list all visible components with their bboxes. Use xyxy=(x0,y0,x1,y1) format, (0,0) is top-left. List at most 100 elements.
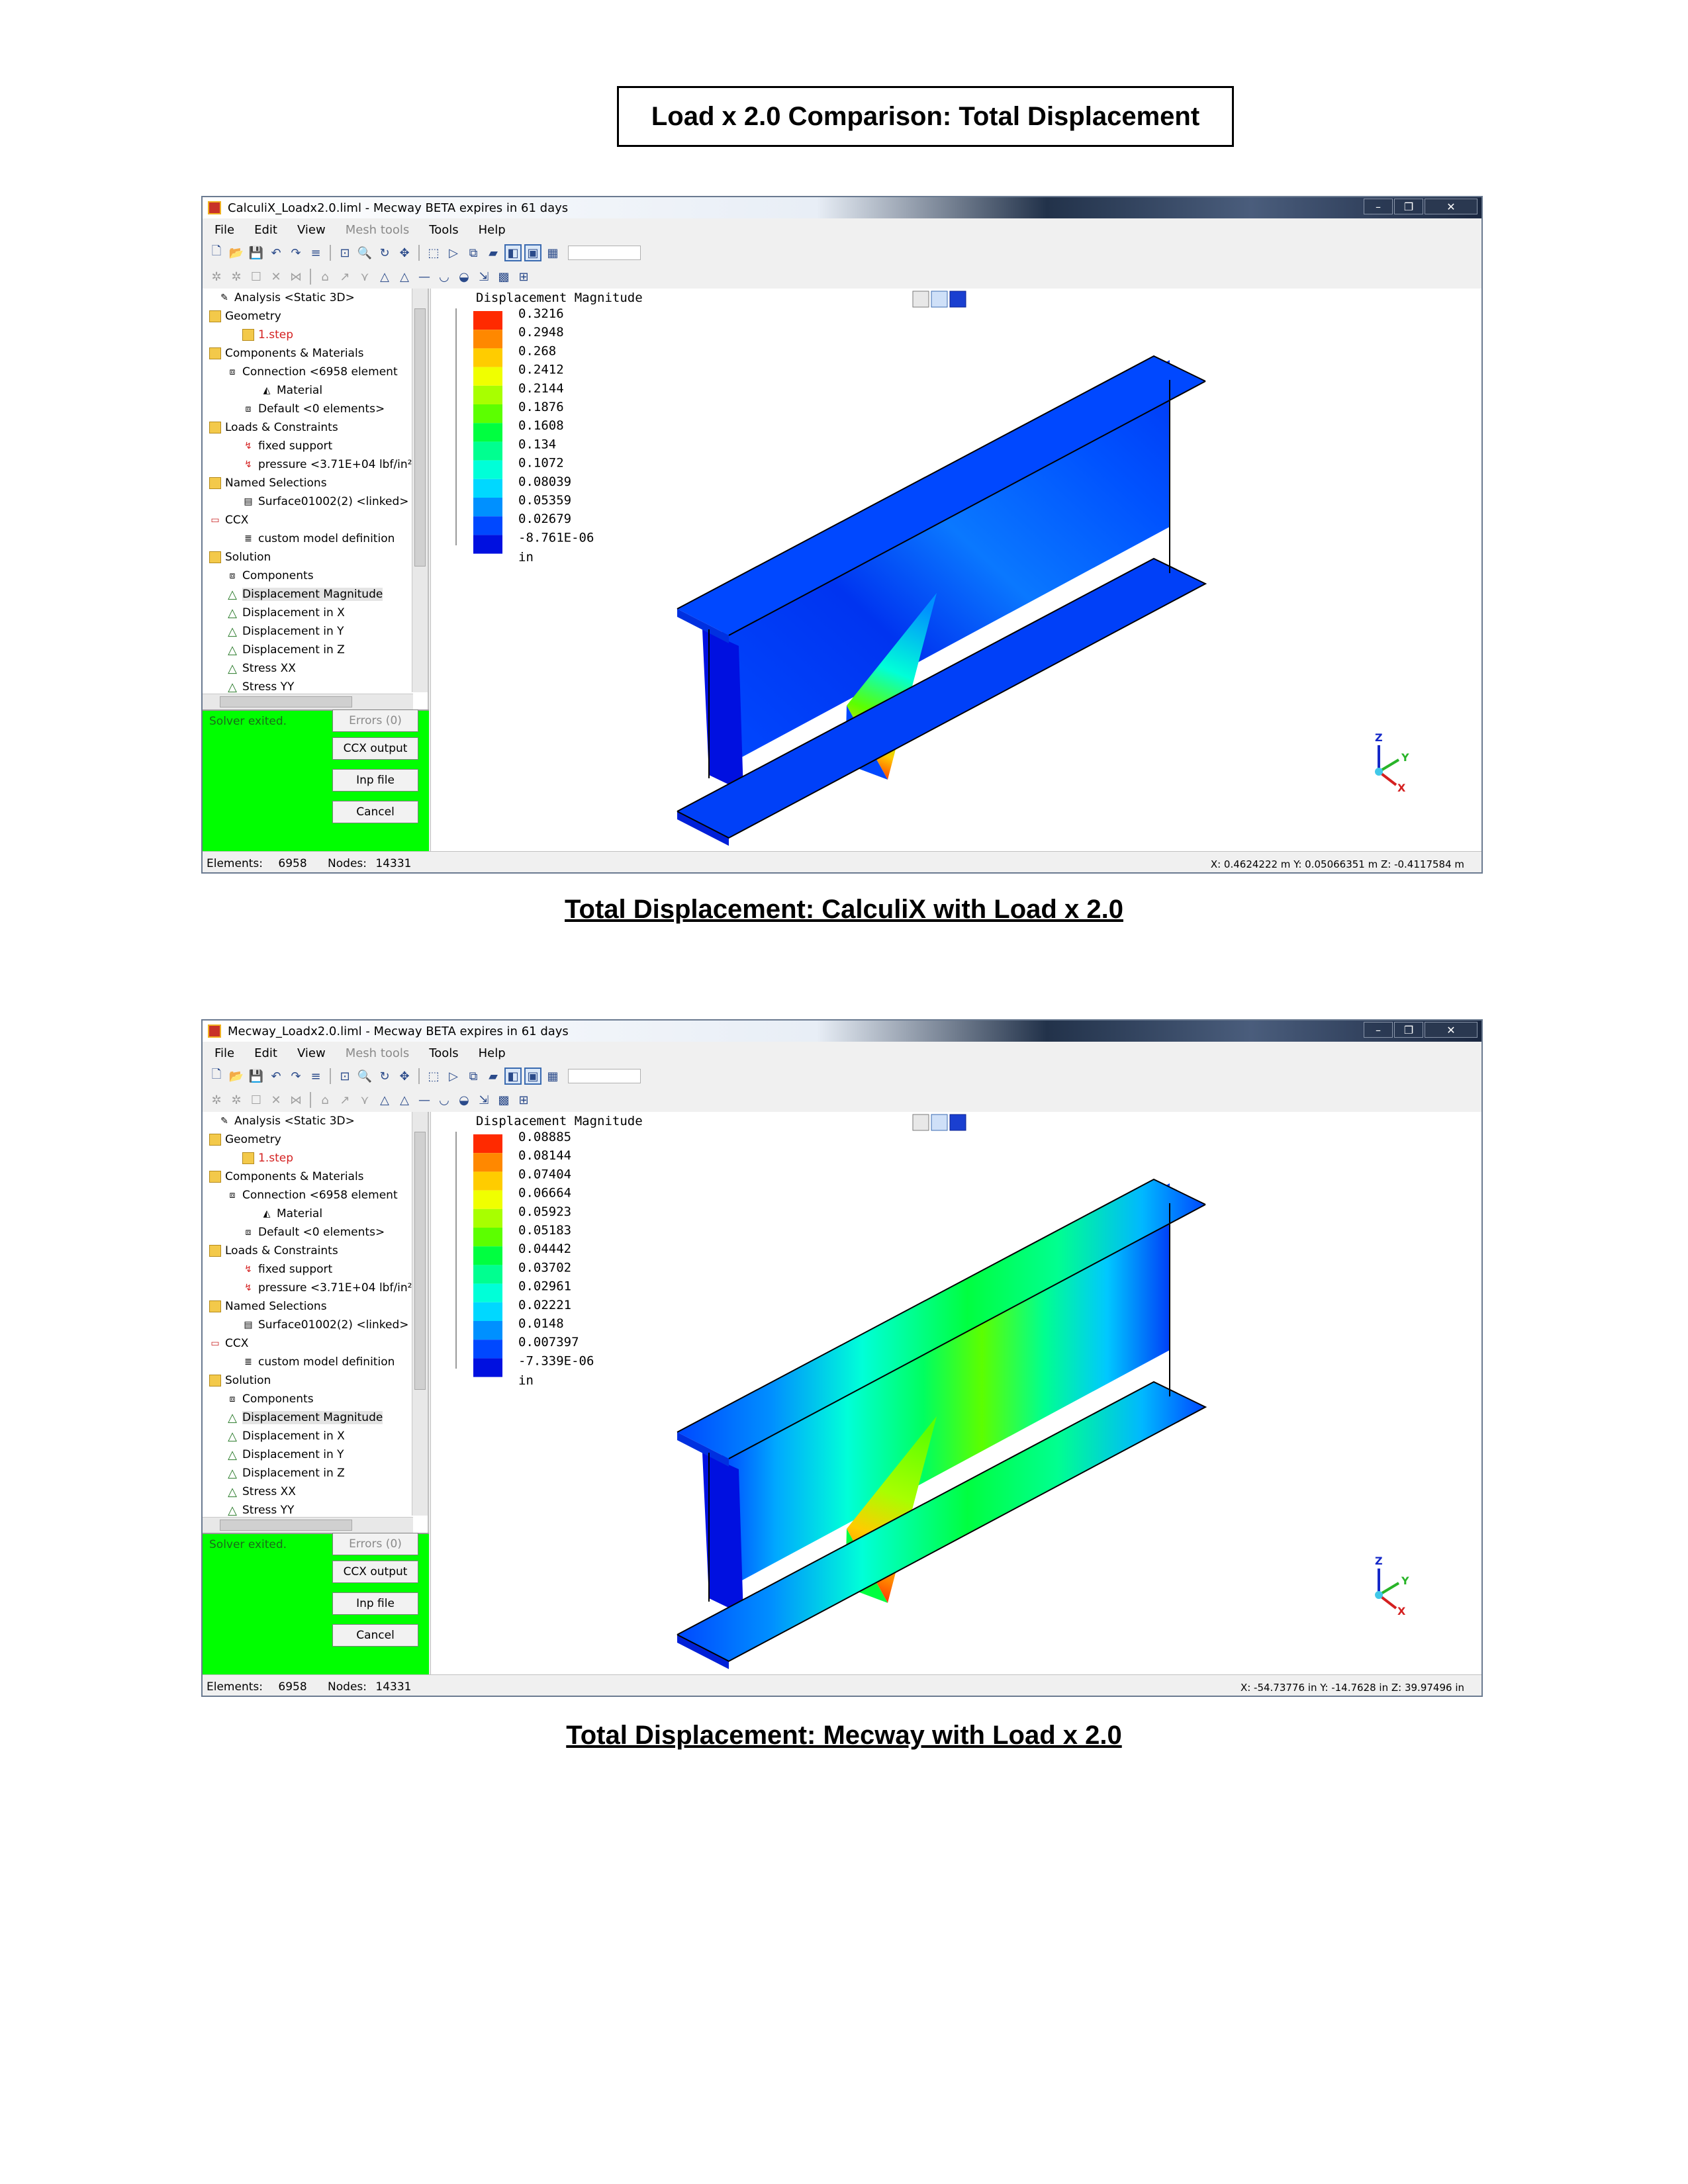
zoom-box-icon[interactable]: ⊡ xyxy=(340,246,350,260)
errors-button[interactable]: Errors (0) xyxy=(332,709,418,732)
tree-horizontal-scrollbar[interactable] xyxy=(203,694,413,709)
mesh-icon[interactable]: ▦ xyxy=(547,246,559,260)
rotate-icon[interactable]: ↻ xyxy=(379,246,390,260)
ccx-output-button[interactable]: CCX output xyxy=(332,737,418,760)
view-shaded-icon[interactable] xyxy=(931,1114,948,1131)
menu-tools[interactable]: Tools xyxy=(429,222,459,237)
zoom-box-icon[interactable]: ⊡ xyxy=(340,1069,350,1083)
tree-displacement-x[interactable]: Displacement in X xyxy=(226,1427,345,1445)
tree-default[interactable]: ⧈ Default <0 elements> xyxy=(242,1223,385,1242)
wire-view-icon[interactable]: ▣ xyxy=(524,244,541,261)
tree-ccx[interactable]: ▭ CCX xyxy=(209,511,248,529)
tree-step[interactable]: 1.step xyxy=(242,1149,293,1167)
cancel-button[interactable]: Cancel xyxy=(332,1624,418,1647)
tool-icon-1[interactable]: ✲ xyxy=(211,269,222,284)
menu-help[interactable]: Help xyxy=(478,222,506,237)
tree-vertical-scrollbar[interactable] xyxy=(412,1112,428,1516)
tool-icon-14[interactable]: ⇲ xyxy=(479,1093,489,1107)
zoom-icon[interactable]: 🔍 xyxy=(357,246,373,260)
tool-icon-13[interactable]: ◒ xyxy=(459,1093,469,1107)
maximize-button[interactable]: ❐ xyxy=(1394,199,1423,214)
tree-fixed-support[interactable]: ↯ fixed support xyxy=(242,437,332,455)
open-folder-icon[interactable]: 📂 xyxy=(228,1069,244,1083)
tree-displacement-x[interactable]: Displacement in X xyxy=(226,604,345,622)
tool-icon-11[interactable]: — xyxy=(418,269,430,284)
title-bar[interactable]: Mecway_Loadx2.0.liml - Mecway BETA expir… xyxy=(203,1021,1481,1042)
cancel-button[interactable]: Cancel xyxy=(332,801,418,823)
mesh-icon[interactable]: ▦ xyxy=(547,1069,559,1083)
view-cube-icon[interactable]: ⧉ xyxy=(469,246,478,260)
tree-surface[interactable]: ▤ Surface01002(2) <linked> xyxy=(242,1316,408,1334)
select-mode-icon[interactable]: ▷ xyxy=(449,246,458,260)
pan-icon[interactable]: ✥ xyxy=(399,1069,410,1083)
tree-displacement-magnitude[interactable]: Displacement Magnitude xyxy=(226,585,383,604)
tool-icon-6[interactable]: ⌂ xyxy=(321,1093,329,1107)
tree-custom-model[interactable]: ≣ custom model definition xyxy=(242,529,395,548)
inp-file-button[interactable]: Inp file xyxy=(332,1592,418,1615)
tree-stress-xx[interactable]: Stress XX xyxy=(226,1482,296,1501)
menu-tools[interactable]: Tools xyxy=(429,1046,459,1060)
tree-analysis[interactable]: ✎ Analysis <Static 3D> xyxy=(218,1112,355,1130)
tool-icon-4[interactable]: ✕ xyxy=(271,269,281,284)
tree-pressure[interactable]: ↯ pressure <3.71E+04 lbf/in² xyxy=(242,1279,412,1297)
rotate-icon[interactable]: ↻ xyxy=(379,1069,390,1083)
solve-icon[interactable]: ≡ xyxy=(310,1069,321,1083)
tree-geometry[interactable]: Geometry xyxy=(209,1130,281,1149)
tool-icon-3[interactable]: ☐ xyxy=(250,1093,262,1107)
tool-icon-13[interactable]: ◒ xyxy=(459,269,469,284)
maximize-button[interactable]: ❐ xyxy=(1394,1022,1423,1038)
tool-icon-9[interactable]: △ xyxy=(380,269,389,284)
tree-step[interactable]: 1.step xyxy=(242,326,293,344)
contour-icon[interactable]: ▩ xyxy=(498,1093,510,1107)
tool-icon-1[interactable]: ✲ xyxy=(211,1093,222,1107)
view-wire-icon[interactable] xyxy=(912,1114,929,1131)
tree-components-materials[interactable]: Components & Materials xyxy=(209,1167,364,1186)
tool-icon-9[interactable]: △ xyxy=(380,1093,389,1107)
tool-icon-5[interactable]: ⋈ xyxy=(290,269,302,284)
tree-connection[interactable]: ⧈ Connection <6958 element xyxy=(226,363,398,381)
view-solid-icon[interactable] xyxy=(949,291,966,308)
menu-edit[interactable]: Edit xyxy=(254,1046,277,1060)
table-icon[interactable]: ⊞ xyxy=(518,269,529,284)
redo-icon[interactable]: ↷ xyxy=(291,1069,301,1083)
ccx-output-button[interactable]: CCX output xyxy=(332,1561,418,1583)
zoom-icon[interactable]: 🔍 xyxy=(357,1069,373,1083)
animation-slider[interactable] xyxy=(568,246,641,260)
select-icon[interactable]: ⬚ xyxy=(428,1069,440,1083)
menu-help[interactable]: Help xyxy=(478,1046,506,1060)
tool-icon-12[interactable]: ◡ xyxy=(439,1093,449,1107)
menu-edit[interactable]: Edit xyxy=(254,222,277,237)
tool-icon-11[interactable]: — xyxy=(418,1093,430,1107)
save-icon[interactable]: 💾 xyxy=(248,246,264,260)
tree-solution-components[interactable]: ⧈ Components xyxy=(226,1390,314,1408)
tool-icon-4[interactable]: ✕ xyxy=(271,1093,281,1107)
undo-icon[interactable]: ↶ xyxy=(271,1069,281,1083)
minimize-button[interactable]: – xyxy=(1364,1022,1393,1038)
save-icon[interactable]: 💾 xyxy=(248,1069,264,1083)
animation-slider[interactable] xyxy=(568,1069,641,1083)
menu-view[interactable]: View xyxy=(297,1046,326,1060)
tree-material[interactable]: ◭ Material xyxy=(261,381,322,400)
close-button[interactable]: ✕ xyxy=(1425,1022,1477,1038)
undo-icon[interactable]: ↶ xyxy=(271,246,281,260)
solid-view-icon[interactable]: ◧ xyxy=(504,1068,522,1085)
tool-icon-6[interactable]: ⌂ xyxy=(321,269,329,284)
view-shaded-icon[interactable] xyxy=(931,291,948,308)
menu-file[interactable]: File xyxy=(214,1046,235,1060)
tree-solution[interactable]: Solution xyxy=(209,1371,271,1390)
tool-icon-2[interactable]: ✲ xyxy=(231,269,242,284)
wire-view-icon[interactable]: ▣ xyxy=(524,1068,541,1085)
close-button[interactable]: ✕ xyxy=(1425,199,1477,214)
tree-displacement-y[interactable]: Displacement in Y xyxy=(226,622,344,641)
tree-named-selections[interactable]: Named Selections xyxy=(209,1297,327,1316)
tool-icon-5[interactable]: ⋈ xyxy=(290,1093,302,1107)
tree-surface[interactable]: ▤ Surface01002(2) <linked> xyxy=(242,492,408,511)
tree-custom-model[interactable]: ≣ custom model definition xyxy=(242,1353,395,1371)
tool-icon-10[interactable]: △ xyxy=(400,269,409,284)
tool-icon-8[interactable]: ⋎ xyxy=(360,1093,369,1107)
inp-file-button[interactable]: Inp file xyxy=(332,769,418,792)
tree-displacement-z[interactable]: Displacement in Z xyxy=(226,641,345,659)
surface-icon[interactable]: ▰ xyxy=(489,246,498,260)
tree-components-materials[interactable]: Components & Materials xyxy=(209,344,364,363)
tool-icon-12[interactable]: ◡ xyxy=(439,269,449,284)
